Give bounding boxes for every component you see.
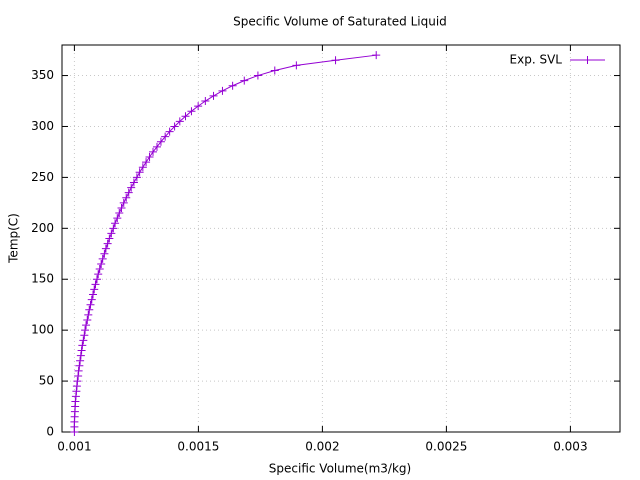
data-point bbox=[76, 351, 85, 360]
data-point bbox=[228, 81, 237, 90]
legend-symbol bbox=[583, 56, 592, 64]
legend-label: Exp. SVL bbox=[510, 53, 563, 67]
chart-title: Specific Volume of Saturated Liquid bbox=[233, 15, 447, 29]
y-tick-label: 200 bbox=[31, 221, 54, 235]
x-tick-label: 0.002 bbox=[305, 440, 339, 454]
data-point bbox=[89, 290, 97, 299]
data-point bbox=[152, 142, 161, 151]
data-point bbox=[124, 188, 133, 197]
data-point bbox=[149, 147, 158, 156]
plot-frame bbox=[61, 44, 621, 433]
data-point bbox=[97, 259, 106, 268]
data-point bbox=[105, 234, 114, 243]
data-point bbox=[91, 280, 100, 289]
data-point bbox=[90, 285, 99, 294]
data-point bbox=[165, 127, 174, 136]
y-axis-label: Temp(C) bbox=[7, 213, 21, 264]
data-point bbox=[145, 153, 154, 162]
data-point bbox=[372, 51, 381, 60]
x-tick-label: 0.0015 bbox=[177, 440, 219, 454]
data-point bbox=[76, 356, 85, 365]
data-point bbox=[135, 168, 144, 177]
data-point bbox=[142, 158, 151, 167]
data-point bbox=[79, 336, 88, 345]
y-tick-label: 100 bbox=[31, 323, 54, 337]
data-point bbox=[156, 137, 165, 146]
data-point bbox=[101, 244, 110, 253]
data-point bbox=[109, 224, 118, 233]
data-point bbox=[94, 270, 103, 279]
data-point bbox=[100, 249, 109, 258]
data-point bbox=[175, 117, 184, 126]
data-point bbox=[161, 132, 170, 141]
data-point bbox=[194, 102, 203, 111]
data-point bbox=[74, 366, 83, 375]
data-point bbox=[73, 377, 82, 386]
data-point bbox=[86, 300, 95, 309]
data-point bbox=[87, 295, 96, 304]
data-point bbox=[218, 86, 227, 95]
data-point bbox=[270, 66, 279, 75]
data-point bbox=[127, 183, 136, 192]
data-point bbox=[80, 331, 89, 340]
y-tick-label: 0 bbox=[46, 425, 54, 439]
data-point bbox=[181, 112, 190, 121]
data-point bbox=[115, 209, 124, 218]
x-tick-label: 0.0025 bbox=[425, 440, 467, 454]
data-point bbox=[82, 321, 91, 330]
y-tick-label: 350 bbox=[31, 68, 54, 82]
data-point bbox=[77, 346, 86, 355]
data-point bbox=[111, 219, 120, 228]
data-point bbox=[92, 275, 101, 284]
data-point bbox=[209, 91, 218, 100]
data-point bbox=[122, 193, 131, 202]
data-point bbox=[98, 254, 107, 263]
data-point bbox=[107, 229, 116, 238]
x-tick-label: 0.001 bbox=[57, 440, 91, 454]
x-axis-label: Specific Volume(m3/kg) bbox=[269, 462, 411, 476]
y-tick-label: 50 bbox=[39, 374, 54, 388]
data-point bbox=[85, 305, 94, 314]
data-point bbox=[75, 361, 84, 370]
y-tick-label: 250 bbox=[31, 170, 54, 184]
data-point bbox=[103, 239, 112, 248]
y-tick-label: 300 bbox=[31, 119, 54, 133]
data-point bbox=[331, 56, 340, 65]
data-point bbox=[119, 198, 128, 207]
data-point bbox=[201, 97, 210, 106]
data-point bbox=[113, 214, 122, 223]
data-point bbox=[83, 315, 92, 324]
x-tick-label: 0.003 bbox=[553, 440, 587, 454]
data-point bbox=[84, 310, 93, 319]
data-point bbox=[292, 61, 301, 70]
data-point bbox=[117, 203, 126, 212]
data-point bbox=[129, 178, 138, 187]
data-point bbox=[170, 122, 179, 131]
data-point bbox=[138, 163, 147, 172]
data-point bbox=[240, 76, 249, 85]
data-point bbox=[253, 71, 262, 80]
data-point bbox=[95, 265, 104, 274]
data-point bbox=[132, 173, 141, 182]
data-point bbox=[81, 326, 90, 335]
y-tick-label: 150 bbox=[31, 272, 54, 286]
data-point bbox=[187, 107, 196, 116]
data-point bbox=[78, 341, 87, 350]
